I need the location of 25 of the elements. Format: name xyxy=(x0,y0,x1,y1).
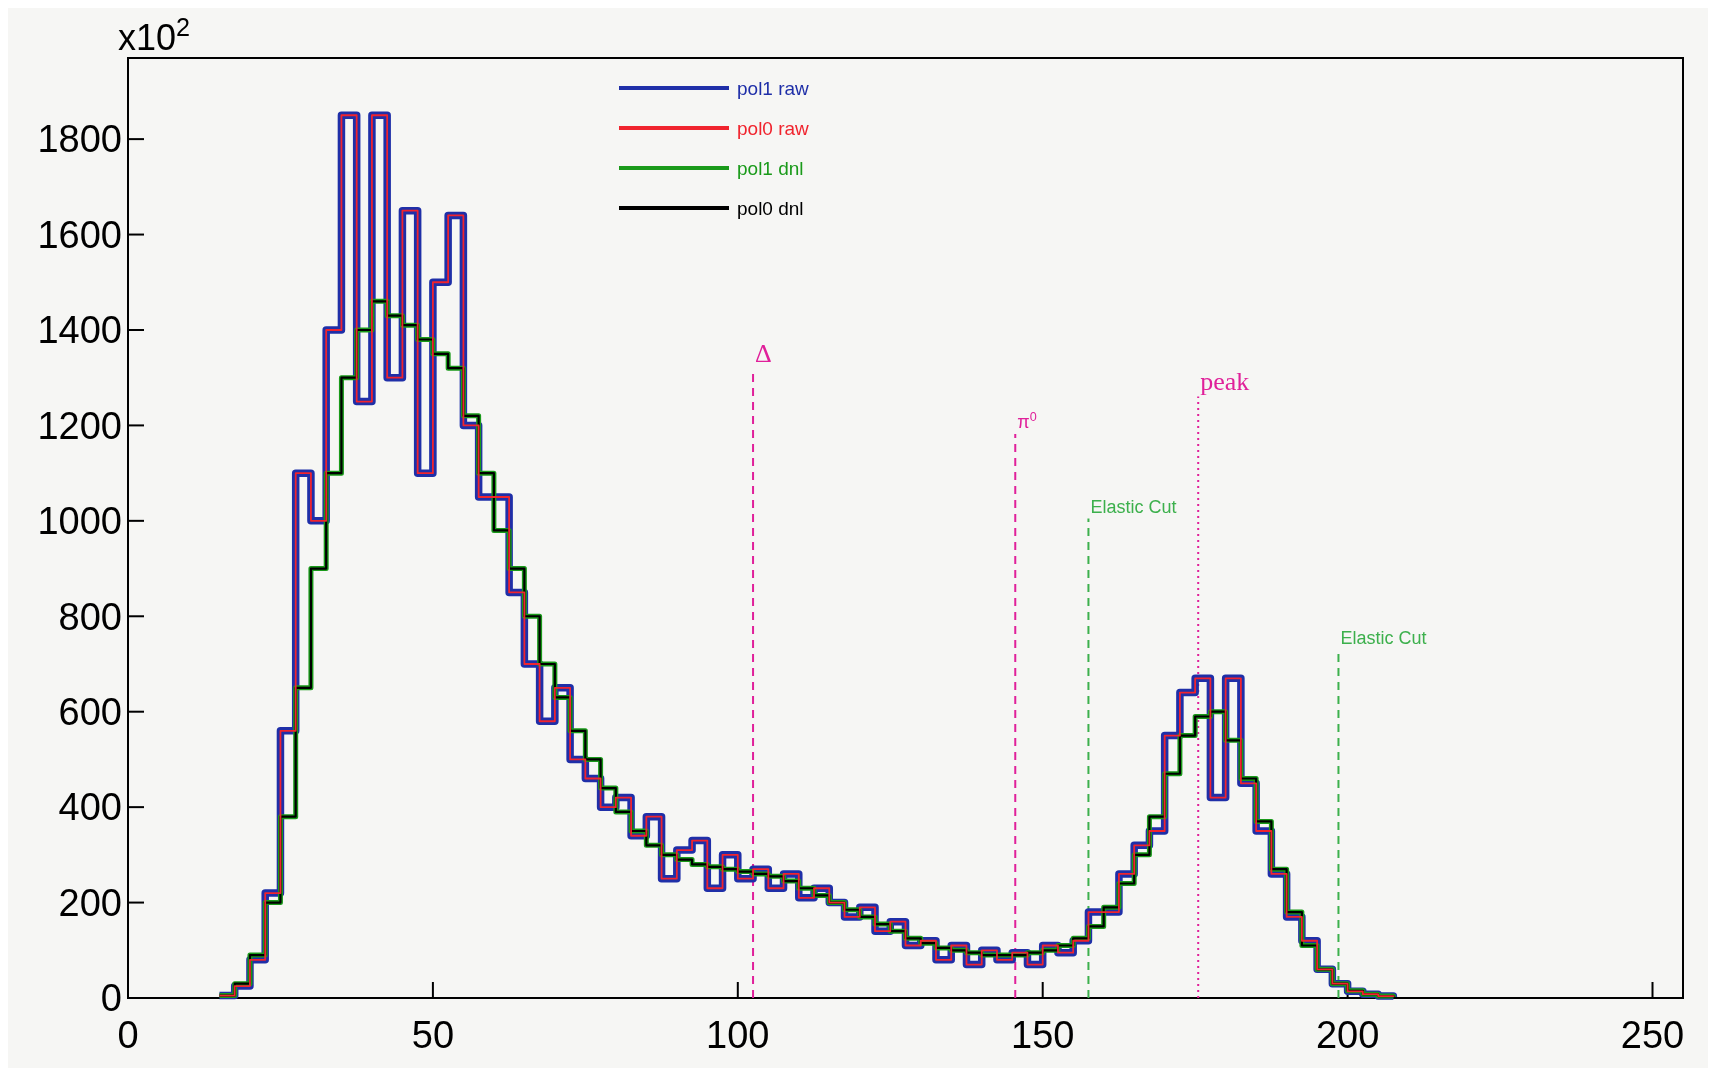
y-tick-label: 0 xyxy=(100,977,122,1020)
text: pol0 raw xyxy=(737,117,810,139)
y-tick-label: 1000 xyxy=(37,500,122,543)
y-tick-label: 1400 xyxy=(37,309,122,352)
x-tick-label: 100 xyxy=(706,1014,770,1056)
y-tick-label: 200 xyxy=(58,881,122,924)
ref-line-label: π$^{0}$ xyxy=(1017,410,1037,432)
y-tick-label: 400 xyxy=(58,786,122,829)
x-tick-label: 250 xyxy=(1620,1014,1685,1056)
ref-line-label: Δ xyxy=(755,339,772,369)
x-tick-label: 150 xyxy=(1011,1014,1075,1056)
y-tick-label: 600 xyxy=(58,691,122,734)
ref-line-label: Elastic Cut xyxy=(1340,628,1427,649)
y-tick-label: 800 xyxy=(58,595,122,638)
x-tick-label: 50 xyxy=(411,1014,455,1056)
text: x10$^{2}$ xyxy=(118,13,191,58)
y-tick-label: 1800 xyxy=(37,118,122,161)
x-tick-label: 200 xyxy=(1315,1014,1380,1056)
y-tick-label: 1200 xyxy=(37,404,122,447)
ref-line-label: Elastic Cut xyxy=(1090,496,1177,517)
text: pol0 dnl xyxy=(737,197,804,219)
y-tick-label: 1600 xyxy=(37,213,122,256)
text: pol1 raw xyxy=(737,77,810,99)
ref-line-label: peak xyxy=(1200,367,1250,397)
text: pol1 dnl xyxy=(737,157,804,179)
